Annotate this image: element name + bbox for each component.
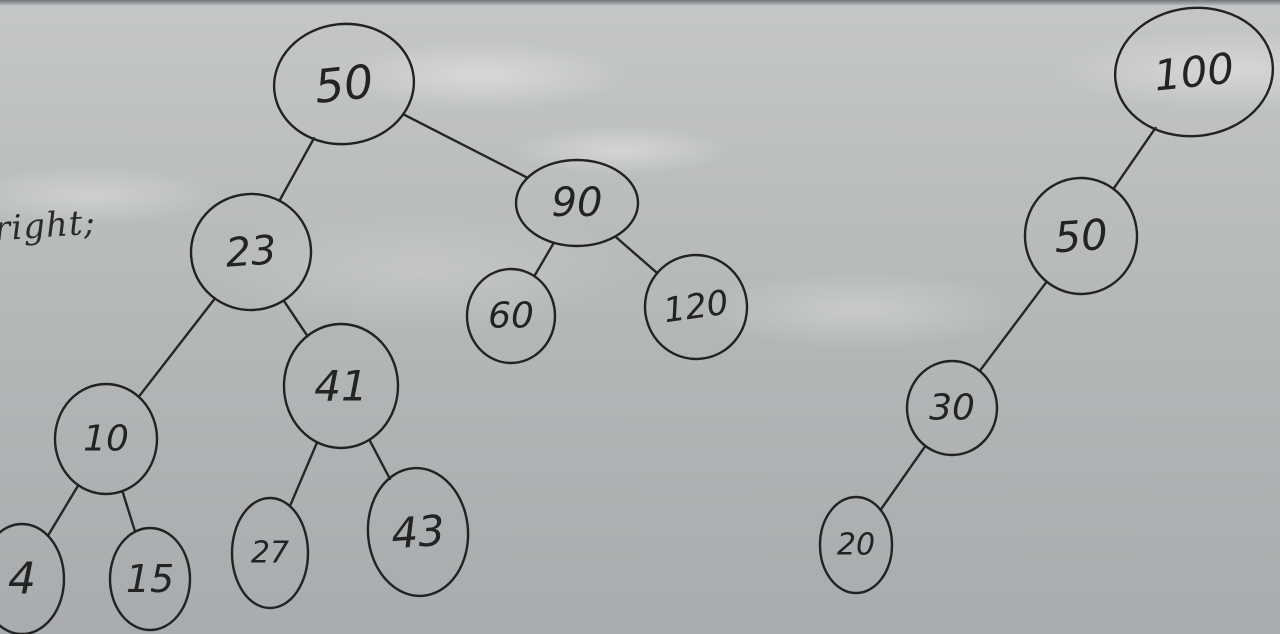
node-label: 100 — [1152, 43, 1237, 100]
node-circle — [643, 253, 749, 361]
edges-layer — [46, 113, 1157, 537]
node-label: 20 — [837, 528, 875, 563]
tree-node-n41: 41 — [282, 322, 400, 450]
tree-node-n43: 43 — [366, 466, 470, 598]
node-label: 60 — [488, 296, 534, 337]
tree-node-n60: 60 — [465, 267, 557, 365]
tree-node-n10: 10 — [53, 382, 159, 496]
tree-edge-n50a-n23 — [278, 136, 316, 203]
tree-edge-n41-n43 — [368, 438, 392, 481]
node-label: 27 — [251, 536, 289, 571]
tree-node-n120a: 120 — [643, 253, 749, 361]
node-circle — [0, 522, 66, 634]
tree-node-n90: 90 — [514, 158, 640, 248]
node-circle — [818, 495, 894, 595]
node-circle — [1023, 176, 1139, 296]
node-circle — [465, 267, 557, 365]
tree-edge-n100-n50b — [1112, 126, 1157, 191]
node-circle — [366, 466, 470, 598]
tree-edge-n10-n4 — [46, 484, 80, 537]
node-circle — [230, 496, 310, 610]
node-label: 90 — [552, 180, 603, 226]
tree-edge-n50a-n90 — [402, 113, 529, 180]
node-circle — [282, 322, 400, 450]
tree-edge-n30-n20 — [879, 444, 927, 512]
tree-node-n50b: 50 — [1023, 176, 1139, 296]
tree-node-n20: 20 — [818, 495, 894, 595]
tree-node-n23: 23 — [189, 192, 313, 312]
node-label: 4 — [8, 554, 36, 605]
tree-node-n15: 15 — [108, 526, 192, 632]
tree-edge-n50b-n30 — [978, 280, 1048, 373]
board-top-edge — [0, 0, 1280, 6]
tree-edge-n23-n10 — [137, 297, 217, 398]
node-label: 50 — [1053, 210, 1110, 263]
tree-edge-n10-n15 — [121, 489, 137, 533]
node-label: 30 — [929, 388, 975, 429]
node-circle — [189, 192, 313, 312]
tree-node-n27: 27 — [230, 496, 310, 610]
node-circle — [53, 382, 159, 496]
tree-node-n30: 30 — [905, 359, 999, 457]
node-label: 120 — [661, 283, 731, 332]
tree-node-n50a: 50 — [272, 22, 416, 146]
node-label: 10 — [83, 419, 129, 460]
node-label: 41 — [314, 362, 367, 411]
tree-edge-n41-n27 — [288, 441, 319, 508]
node-label: 15 — [126, 557, 174, 601]
node-circle — [108, 526, 192, 632]
node-label: 23 — [224, 227, 278, 276]
tree-edge-n23-n41 — [282, 299, 309, 338]
node-label: 50 — [312, 54, 376, 114]
node-circle — [1113, 6, 1275, 138]
tree-edge-n90-n120a — [614, 235, 659, 275]
tree-edge-n90-n60 — [533, 241, 555, 278]
tree-node-n4: 4 — [0, 522, 66, 634]
node-circle — [905, 359, 999, 457]
node-circle — [514, 158, 640, 248]
node-circle — [272, 22, 416, 146]
tree-node-n100: 100 — [1113, 6, 1275, 138]
node-label: 43 — [390, 506, 447, 559]
